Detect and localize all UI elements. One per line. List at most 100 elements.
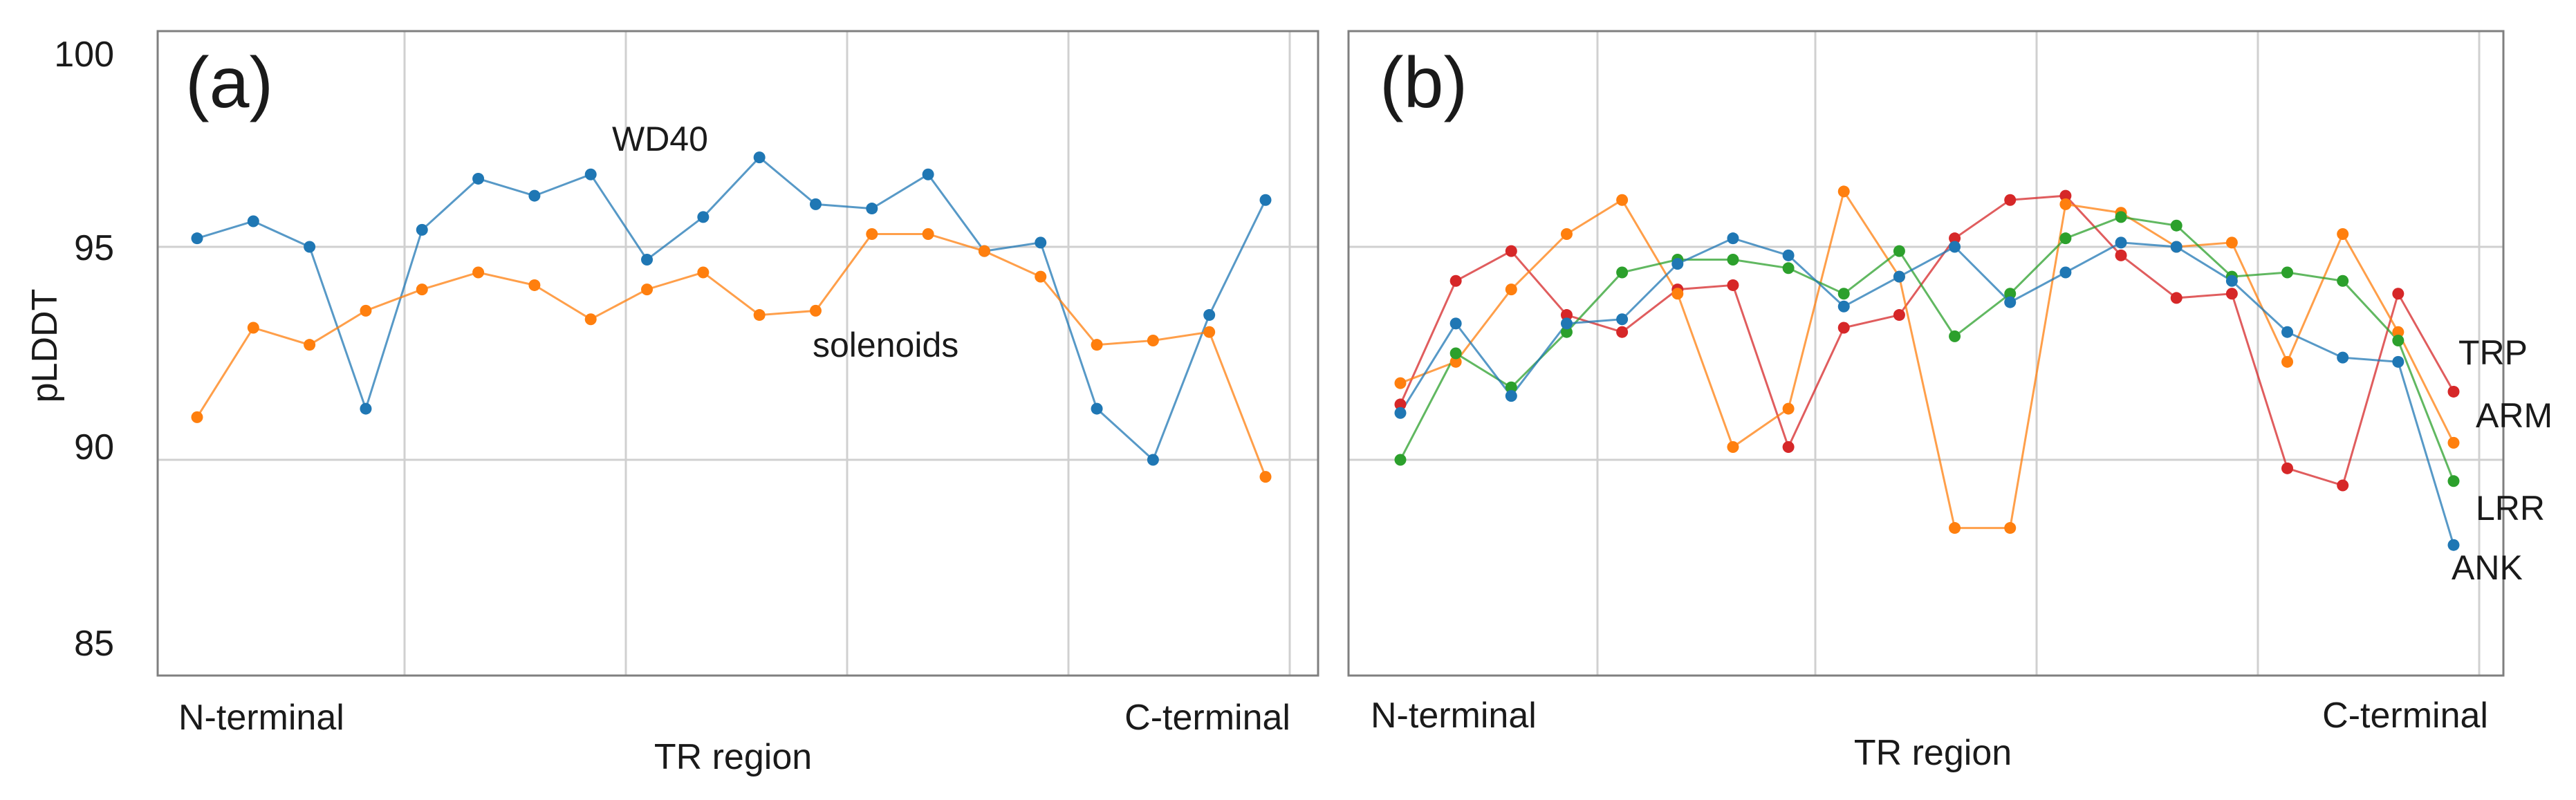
series-label-wd40: WD40 xyxy=(612,120,708,158)
data-point-ank-18 xyxy=(2337,351,2349,364)
data-point-solenoids-9 xyxy=(641,283,654,296)
data-point-lrr-15 xyxy=(2170,219,2183,232)
data-point-trp-5 xyxy=(1616,326,1629,338)
data-point-wd40-20 xyxy=(1259,194,1272,206)
panel-b-grid xyxy=(1349,31,2503,676)
data-point-lrr-14 xyxy=(2115,211,2127,223)
data-point-wd40-12 xyxy=(809,198,822,210)
series-line-arm xyxy=(1400,189,2455,530)
data-point-arm-2 xyxy=(1449,355,1462,368)
data-point-wd40-10 xyxy=(697,211,710,223)
panel-a-n-terminal-label: N-terminal xyxy=(178,698,344,738)
data-point-arm-3 xyxy=(1505,283,1517,296)
panel-b-lines xyxy=(1399,189,2455,546)
data-point-arm-1 xyxy=(1394,377,1407,389)
panel-a-c-terminal-label: C-terminal xyxy=(1124,698,1290,738)
series-label-solenoids: solenoids xyxy=(813,326,958,364)
data-point-ank-12 xyxy=(2004,296,2017,308)
data-point-wd40-13 xyxy=(866,203,878,215)
data-point-wd40-7 xyxy=(528,189,541,202)
series-label-arm: ARM xyxy=(2476,396,2552,435)
data-point-solenoids-13 xyxy=(866,228,878,241)
data-point-solenoids-1 xyxy=(191,411,203,423)
data-point-lrr-20 xyxy=(2447,475,2460,487)
data-point-ank-10 xyxy=(1893,270,1905,283)
panel-b-frame xyxy=(1347,30,2505,677)
panel-a-frame xyxy=(156,30,1319,677)
data-point-ank-11 xyxy=(1949,241,1961,253)
panel-b-n-terminal-label: N-terminal xyxy=(1371,696,1537,736)
data-point-trp-12 xyxy=(2004,194,2017,206)
panel-a-lines xyxy=(196,156,1267,478)
data-point-lrr-19 xyxy=(2392,335,2404,347)
data-point-solenoids-15 xyxy=(978,245,990,257)
data-point-lrr-9 xyxy=(1837,288,1850,300)
series-line-wd40 xyxy=(196,156,1267,462)
panel-a-x-axis-title: TR region xyxy=(654,737,812,777)
data-point-ank-7 xyxy=(1727,232,1739,245)
data-point-solenoids-19 xyxy=(1203,326,1216,338)
data-point-ank-13 xyxy=(2059,266,2072,279)
data-point-solenoids-4 xyxy=(360,304,372,317)
data-point-ank-9 xyxy=(1837,300,1850,313)
data-point-trp-15 xyxy=(2170,292,2183,304)
panel-b-label: (b) xyxy=(1380,43,1467,123)
data-point-solenoids-18 xyxy=(1147,335,1159,347)
data-point-ank-19 xyxy=(2392,355,2404,368)
data-point-trp-20 xyxy=(2447,385,2460,398)
data-point-wd40-19 xyxy=(1203,309,1216,322)
data-point-ank-15 xyxy=(2170,241,2183,253)
data-point-trp-9 xyxy=(1837,322,1850,334)
data-point-lrr-17 xyxy=(2281,266,2294,279)
data-point-ank-14 xyxy=(2115,236,2127,249)
data-point-lrr-3 xyxy=(1505,381,1517,393)
data-point-ank-16 xyxy=(2225,275,2238,287)
data-point-solenoids-3 xyxy=(304,339,316,351)
data-point-solenoids-20 xyxy=(1259,471,1272,483)
data-point-solenoids-12 xyxy=(809,304,822,317)
data-point-solenoids-10 xyxy=(697,266,710,279)
data-point-ank-20 xyxy=(2447,539,2460,551)
data-point-wd40-14 xyxy=(922,168,934,180)
data-point-trp-13 xyxy=(2059,189,2072,202)
y-tick-label-85: 85 xyxy=(74,624,114,664)
data-point-arm-19 xyxy=(2392,326,2404,338)
panel-b-x-axis-title: TR region xyxy=(1854,733,2012,773)
data-point-arm-20 xyxy=(2447,436,2460,449)
data-point-lrr-10 xyxy=(1893,245,1905,257)
data-point-trp-3 xyxy=(1505,245,1517,257)
panel-b-c-terminal-label: C-terminal xyxy=(2322,696,2488,736)
data-point-solenoids-14 xyxy=(922,228,934,241)
data-point-wd40-9 xyxy=(641,253,654,266)
data-point-trp-16 xyxy=(2225,288,2238,300)
data-point-solenoids-17 xyxy=(1091,339,1103,351)
data-point-trp-10 xyxy=(1893,309,1905,322)
series-line-lrr xyxy=(1399,216,2455,482)
series-label-ank: ANK xyxy=(2452,548,2523,587)
data-point-lrr-5 xyxy=(1616,266,1629,279)
data-point-trp-14 xyxy=(2115,249,2127,261)
data-point-wd40-1 xyxy=(191,232,203,245)
data-point-trp-4 xyxy=(1560,309,1573,322)
data-point-solenoids-7 xyxy=(528,279,541,291)
panel-a-label: (a) xyxy=(185,43,273,123)
data-point-lrr-4 xyxy=(1560,326,1573,338)
data-point-solenoids-16 xyxy=(1035,270,1047,283)
data-point-wd40-8 xyxy=(584,168,597,180)
data-point-ank-6 xyxy=(1671,258,1684,270)
data-point-trp-8 xyxy=(1782,441,1795,454)
y-tick-label-100: 100 xyxy=(54,35,114,75)
panel-a-grid xyxy=(158,31,1318,676)
series-label-trp: TRP xyxy=(2458,333,2528,372)
data-point-ank-17 xyxy=(2281,326,2294,338)
data-point-lrr-8 xyxy=(1782,262,1795,275)
data-point-arm-7 xyxy=(1727,441,1739,454)
data-point-ank-1 xyxy=(1394,407,1407,419)
data-point-lrr-1 xyxy=(1394,454,1407,466)
data-point-arm-13 xyxy=(2059,198,2072,210)
data-point-ank-3 xyxy=(1505,390,1517,402)
data-point-lrr-18 xyxy=(2337,275,2349,287)
data-point-arm-16 xyxy=(2225,236,2238,249)
data-point-trp-17 xyxy=(2281,462,2294,474)
